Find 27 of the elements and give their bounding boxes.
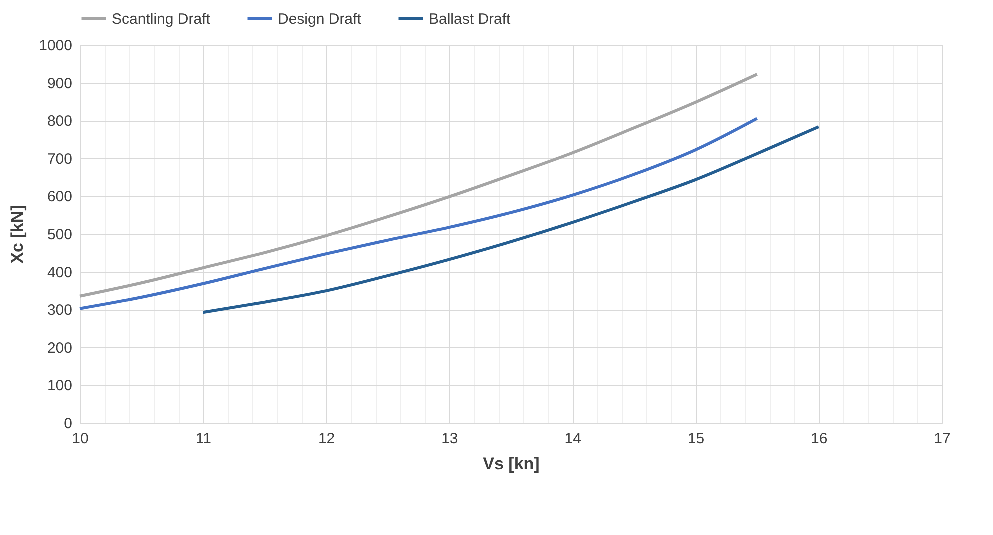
- y-tick-label: 900: [47, 75, 72, 92]
- x-tick-label: 15: [688, 430, 705, 448]
- legend-label: Scantling Draft: [112, 11, 212, 28]
- legend-label: Design Draft: [278, 11, 362, 28]
- x-tick-label: 16: [811, 430, 828, 448]
- line-series: [78, 117, 759, 310]
- x-tick-label: 10: [72, 430, 89, 448]
- y-tick-label: 100: [47, 378, 72, 395]
- y-tick-label: 0: [64, 416, 72, 432]
- x-tick-label: 11: [196, 430, 212, 448]
- legend-label: Ballast Draft: [429, 11, 512, 28]
- y-tick-label: 300: [47, 302, 72, 320]
- x-axis-title: Vs [kn]: [483, 454, 540, 474]
- y-tick-label: 500: [47, 226, 72, 244]
- y-axis-title: Xc [kN]: [8, 205, 28, 264]
- x-tick-label: 12: [318, 430, 336, 448]
- x-tick-label: 13: [442, 430, 458, 448]
- line-series: [78, 72, 759, 298]
- x-tick-label: 17: [934, 430, 951, 448]
- y-tick-label: 400: [47, 264, 72, 282]
- y-tick-label: 600: [47, 188, 72, 206]
- x-tick-label: 14: [564, 430, 582, 448]
- y-tick-label: 700: [47, 150, 72, 168]
- line-series: [202, 126, 820, 314]
- y-tick-label: 800: [47, 113, 72, 130]
- y-tick-label: 1000: [39, 38, 72, 54]
- y-tick-label: 200: [47, 340, 72, 357]
